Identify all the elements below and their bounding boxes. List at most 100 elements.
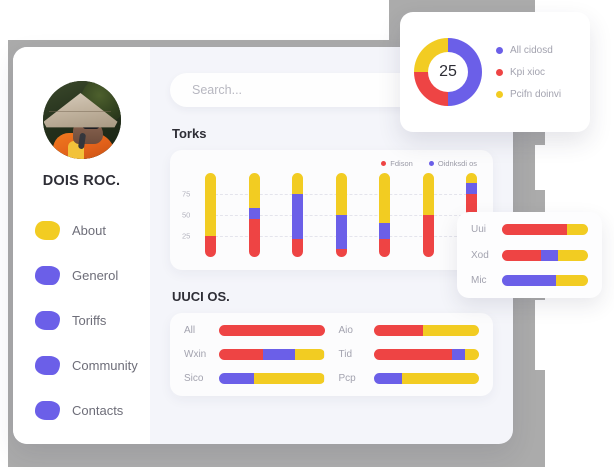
- donut-legend-item: Kpi xioc: [496, 67, 561, 78]
- bar-series: [205, 173, 477, 257]
- sidebar-item-community[interactable]: Community: [35, 350, 150, 380]
- progress-track[interactable]: [502, 275, 588, 286]
- sidebar-nav: About Generol Toriffs Community Contacts: [13, 215, 150, 444]
- sidebar-item-label: Community: [72, 357, 138, 373]
- progress-track[interactable]: [502, 224, 588, 235]
- y-tick-label: 25: [182, 231, 191, 241]
- sidebar-item-generol[interactable]: Generol: [35, 260, 150, 290]
- backdrop-cutout-left: [0, 0, 8, 470]
- sidebar-item-about[interactable]: About: [35, 215, 150, 245]
- bar-segment: [335, 215, 347, 249]
- bar-segment: [205, 173, 216, 236]
- progress-segment: [502, 224, 567, 235]
- sidebar-item-toriffs[interactable]: Toriffs: [35, 305, 150, 335]
- donut-chart-card: 25 All cidosd Kpi xioc Pcifn doinvi: [400, 12, 590, 132]
- progress-track[interactable]: [219, 325, 325, 336]
- sidebar-item-label: Contacts: [72, 402, 124, 418]
- progress-label: Mic: [471, 275, 487, 286]
- progress-label: Sico: [184, 373, 204, 384]
- bar-segment: [466, 173, 477, 184]
- bar-segment: [248, 208, 260, 220]
- progress-label: Pcp: [338, 373, 356, 384]
- backdrop-cutout-bottom: [0, 467, 614, 470]
- progress-segment: [294, 349, 325, 360]
- progress-segment: [373, 325, 424, 336]
- progress-segment: [566, 224, 588, 235]
- legend-label: Kpi xioc: [510, 66, 546, 78]
- donut-legend-item: Pcifn doinvi: [496, 89, 561, 100]
- bar-segment: [205, 236, 216, 257]
- bar-column[interactable]: [335, 173, 347, 257]
- legend-label: All cidosd: [510, 44, 553, 56]
- progress-segment: [451, 349, 466, 360]
- donut-legend-item: All cidosd: [496, 45, 561, 56]
- progress-label: Xod: [471, 249, 489, 261]
- bar-segment: [379, 173, 390, 224]
- progress-label: Uui: [471, 224, 487, 235]
- progress-track[interactable]: [373, 349, 479, 360]
- bar-segment: [379, 223, 390, 239]
- progress-row: Sico: [184, 373, 325, 384]
- bar-segment: [335, 173, 347, 216]
- progress-row: Wxin: [184, 349, 325, 360]
- progress-segment: [219, 325, 325, 336]
- progress-track[interactable]: [373, 373, 479, 384]
- bar-segment: [292, 238, 303, 257]
- backdrop-cutout-right-2: [535, 145, 614, 190]
- donut-center-value: 25: [428, 52, 468, 92]
- legend-item-fdison: Fdison: [381, 159, 413, 168]
- progress-label: Tid: [338, 349, 353, 360]
- legend-label: Pcifn doinvi: [510, 88, 562, 100]
- legend-dot-icon: [496, 46, 503, 54]
- blob-icon: [35, 400, 60, 420]
- y-tick-label: 75: [182, 189, 191, 199]
- progress-segment: [502, 249, 541, 261]
- progress-row: Pcp: [338, 373, 479, 384]
- progress-segment: [219, 373, 254, 384]
- section-title-uuci: UUCI OS.: [172, 289, 230, 304]
- progress-track[interactable]: [502, 249, 588, 261]
- bar-column[interactable]: [379, 173, 390, 257]
- progress-row: Aio: [338, 325, 479, 336]
- legend-dot-icon: [496, 90, 503, 98]
- progress-track[interactable]: [373, 325, 479, 336]
- progress-segment: [557, 249, 588, 261]
- bar-segment: [248, 219, 260, 257]
- legend-dot-icon: [381, 161, 387, 166]
- torks-chart-card: Fdison Oidnksdi os 75 50 25: [170, 150, 493, 270]
- bar-segment: [379, 238, 390, 257]
- bar-segment: [466, 183, 477, 194]
- progress-row: Uui: [471, 224, 588, 235]
- bar-segment: [335, 248, 347, 257]
- bar-column[interactable]: [248, 173, 260, 257]
- sidebar-item-label: About: [72, 222, 106, 238]
- bar-chart-plot: 75 50 25: [182, 173, 481, 265]
- progress-row: Xod: [471, 249, 588, 261]
- blob-icon: [35, 355, 60, 375]
- progress-segment: [373, 373, 402, 384]
- progress-label: Aio: [338, 325, 353, 336]
- progress-segment: [502, 275, 557, 286]
- progress-segment: [373, 349, 452, 360]
- chart-legend: Fdison Oidnksdi os: [182, 159, 481, 168]
- donut-chart: 25: [414, 38, 482, 106]
- bar-column[interactable]: [205, 173, 216, 257]
- legend-item-oidnksdi: Oidnksdi os: [428, 159, 477, 168]
- progress-segment: [263, 349, 295, 360]
- backdrop-cutout-right-3: [535, 300, 614, 370]
- blob-icon: [35, 220, 60, 240]
- progress-track[interactable]: [219, 349, 325, 360]
- progress-label: All: [184, 325, 196, 336]
- bar-column[interactable]: [292, 173, 303, 257]
- bar-segment: [422, 173, 434, 215]
- progress-track[interactable]: [219, 373, 325, 384]
- progress-segment: [423, 325, 479, 336]
- uuci-progress-card: All Aio Wxin Tid Sico Pcp: [170, 313, 493, 396]
- progress-segment: [253, 373, 325, 384]
- progress-row: All: [184, 325, 325, 336]
- bar-column[interactable]: [422, 173, 434, 257]
- progress-row: Mic: [471, 275, 588, 286]
- progress-segment: [465, 349, 479, 360]
- sidebar-item-contacts[interactable]: Contacts: [35, 395, 150, 425]
